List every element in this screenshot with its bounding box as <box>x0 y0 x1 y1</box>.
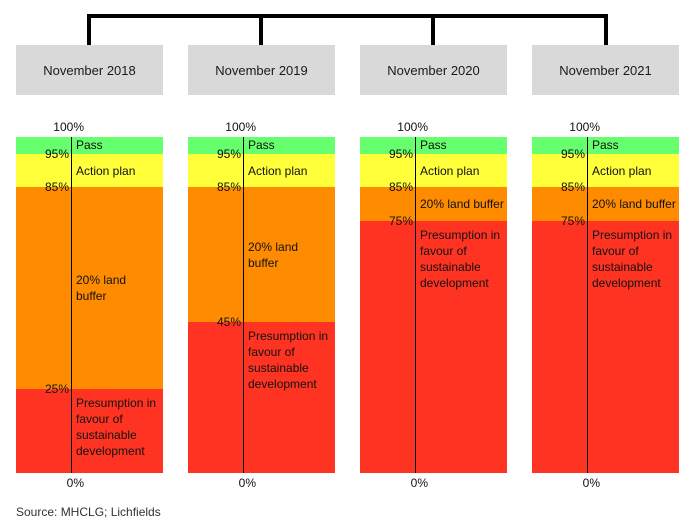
tick-85pct: 85% <box>44 180 69 195</box>
column-november-2019: Pass Action plan 20% land buffer Presumptio… <box>188 120 335 490</box>
band-pass <box>16 137 163 154</box>
connector-drop-1 <box>87 14 91 45</box>
axis-line <box>587 137 588 473</box>
connector-drop-3 <box>431 14 435 45</box>
band-label: Presumption in favour of sustainable dev… <box>76 396 157 458</box>
header-november-2021: November 2021 <box>532 45 679 95</box>
tick-85pct: 85% <box>216 180 241 195</box>
band-label: Pass <box>592 138 619 153</box>
axis-line <box>71 137 72 473</box>
band-presumption-in-favour <box>360 221 507 473</box>
tick-75pct: 75% <box>560 214 585 228</box>
tick-95pct: 95% <box>216 146 241 161</box>
band-label: 20% land buffer <box>420 197 504 212</box>
tick-75pct: 75% <box>388 214 413 228</box>
band-pass <box>188 137 335 154</box>
tick-25pct: 25% <box>44 382 69 396</box>
column-november-2020: Pass Action plan 20% land buffer Presumptio… <box>360 120 507 490</box>
band-label: Pass <box>420 138 447 153</box>
column-november-2018: Pass Action plan 20% land buffer Presumptio… <box>16 120 163 490</box>
band-action-plan <box>16 153 163 188</box>
source-note: Source: MHCLG; Lichfields <box>16 505 161 519</box>
header-november-2018: November 2018 <box>16 45 163 95</box>
band-label: Pass <box>76 138 103 153</box>
band-presumption-in-favour <box>188 321 335 473</box>
band-label: 20% land buffer <box>76 273 127 304</box>
tick-0pct: 0% <box>410 476 428 490</box>
band-label: 20% land buffer <box>592 197 676 212</box>
band-presumption-in-favour <box>16 389 163 473</box>
band-20pct-land-buffer <box>16 187 163 389</box>
band-label: Action plan <box>76 163 136 178</box>
band-action-plan <box>532 153 679 188</box>
band-presumption-in-favour <box>532 221 679 473</box>
band-label: Presumption in favour of sustainable dev… <box>420 228 501 290</box>
band-20pct-land-buffer <box>360 187 507 221</box>
band-label: Presumption in favour of sustainable dev… <box>248 328 329 391</box>
connector-drop-2 <box>259 14 263 45</box>
tick-100pct: 100% <box>53 120 84 134</box>
tick-0pct: 0% <box>238 476 256 490</box>
header-november-2020: November 2020 <box>360 45 507 95</box>
band-pass <box>532 137 679 154</box>
band-20pct-land-buffer <box>188 187 335 322</box>
band-label: 20% land buffer <box>248 239 299 270</box>
band-action-plan <box>360 153 507 188</box>
band-label: Action plan <box>420 163 480 178</box>
column-november-2021: Pass Action plan 20% land buffer Presumptio… <box>532 120 679 490</box>
band-action-plan <box>188 153 335 188</box>
tick-100pct: 100% <box>569 120 600 134</box>
tick-95pct: 95% <box>44 146 69 161</box>
tick-95pct: 95% <box>560 146 585 161</box>
tick-100pct: 100% <box>397 120 428 134</box>
tick-95pct: 95% <box>388 146 413 161</box>
header-november-2019: November 2019 <box>188 45 335 95</box>
band-label: Action plan <box>592 163 652 178</box>
tick-100pct: 100% <box>225 120 256 134</box>
band-20pct-land-buffer <box>532 187 679 221</box>
tick-85pct: 85% <box>388 180 413 195</box>
tick-0pct: 0% <box>582 476 600 490</box>
band-label: Action plan <box>248 163 308 178</box>
tick-0pct: 0% <box>66 476 84 490</box>
axis-line <box>415 137 416 473</box>
band-label: Presumption in favour of sustainable dev… <box>592 228 673 290</box>
connector-drop-4 <box>604 14 608 45</box>
axis-line <box>243 137 244 473</box>
band-pass <box>360 137 507 154</box>
band-label: Pass <box>248 138 275 153</box>
connector-horizontal <box>87 14 608 18</box>
tick-45pct: 45% <box>216 314 241 329</box>
tick-85pct: 85% <box>560 180 585 195</box>
